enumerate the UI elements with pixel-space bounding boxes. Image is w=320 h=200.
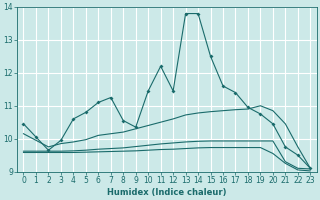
X-axis label: Humidex (Indice chaleur): Humidex (Indice chaleur) xyxy=(107,188,227,197)
